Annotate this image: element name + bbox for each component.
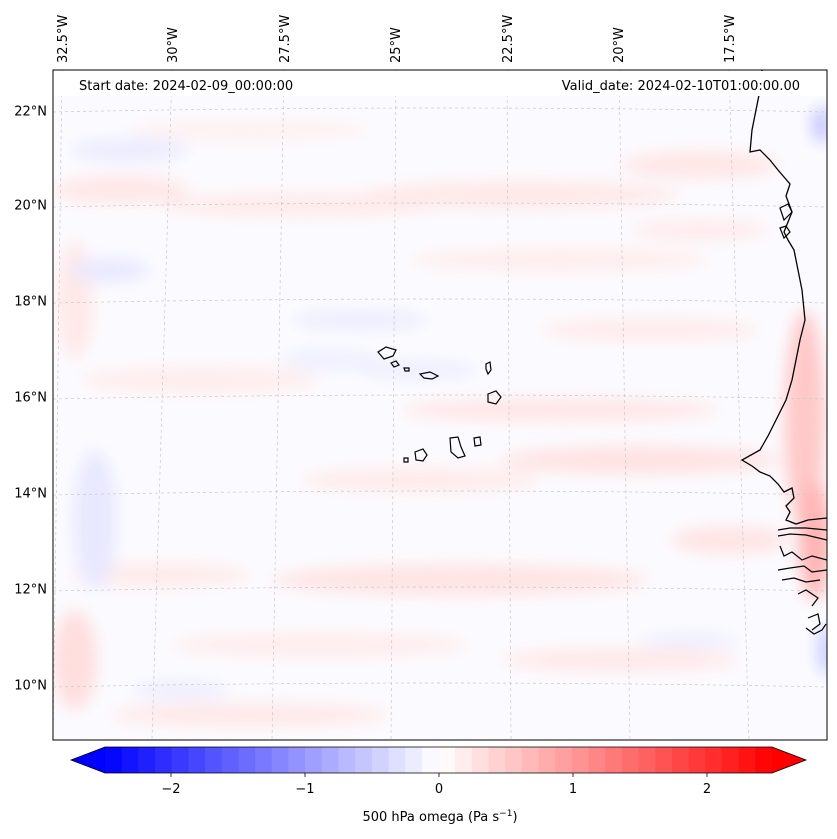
- lon-label-20w: 20°W: [612, 27, 627, 63]
- island-santiago: [449, 436, 466, 459]
- colorbar-segment: [121, 747, 139, 773]
- gambia-coastline: [777, 527, 827, 635]
- lat-label-16n: 16°N: [14, 391, 47, 406]
- colorbar-segment: [755, 747, 773, 773]
- colorbar-segment: [738, 747, 756, 773]
- colorbar-segment: [455, 747, 473, 773]
- colorbar-label: 500 hPa omega (Pa s−1): [362, 809, 517, 825]
- colorbar-segment: [555, 747, 573, 773]
- colorbar-segment: [171, 747, 189, 773]
- colorbar-segment: [521, 747, 540, 773]
- colorbar-outline: [69, 746, 808, 774]
- map-frame: [52, 69, 828, 741]
- colorbar-segment: [538, 747, 556, 773]
- colorbar-segment: [705, 747, 723, 773]
- colorbar-segment: [221, 747, 240, 773]
- valid-date-label: Valid_date: 2024-02-10T01:00:00.00: [562, 79, 800, 94]
- colorbar-segment: [621, 747, 640, 773]
- colorbar-segment: [588, 747, 606, 773]
- colorbar: −2 −1 0 1 2 500 hPa omega (Pa s−1): [69, 746, 808, 825]
- longitude-labels: 32.5°W 30°W 27.5°W 25°W 22.5°W 20°W 17.5…: [56, 15, 738, 63]
- colorbar-tick-neg2: −2: [161, 782, 180, 797]
- colorbar-segment: [288, 747, 306, 773]
- colorbar-segment: [405, 747, 423, 773]
- lon-label-32-5w: 32.5°W: [56, 15, 71, 63]
- colorbar-segment: [571, 747, 590, 773]
- colorbar-label-exponent: −1: [499, 809, 512, 819]
- lon-label-25w: 25°W: [389, 27, 404, 63]
- colorbar-tick-neg1: −1: [295, 782, 314, 797]
- colorbar-segment: [188, 747, 206, 773]
- colorbar-segment: [605, 747, 623, 773]
- colorbar-segment: [238, 747, 256, 773]
- colorbar-segment: [671, 747, 690, 773]
- island-fogo: [414, 448, 428, 462]
- colorbar-segment: [105, 747, 123, 773]
- colorbar-segment: [421, 747, 440, 773]
- island-sal: [485, 361, 492, 376]
- lat-label-20n: 20°N: [14, 199, 47, 214]
- lat-label-18n: 18°N: [14, 295, 47, 310]
- date-banner: [54, 71, 826, 96]
- colorbar-segment: [255, 747, 273, 773]
- colorbar-segment: [321, 747, 340, 773]
- lon-label-27-5w: 27.5°W: [278, 15, 293, 63]
- colorbar-segment: [305, 747, 323, 773]
- colorbar-segment: [138, 747, 156, 773]
- colorbar-ticks: [170, 773, 708, 777]
- lat-label-12n: 12°N: [14, 583, 47, 598]
- colorbar-segment: [338, 747, 356, 773]
- map-panel: [53, 70, 827, 740]
- lat-label-14n: 14°N: [14, 487, 47, 502]
- colorbar-tick-2: 2: [703, 782, 711, 797]
- colorbar-segment: [655, 747, 673, 773]
- cape-verde-islands: [377, 346, 502, 463]
- latitude-labels: 22°N 20°N 18°N 16°N 14°N 12°N 10°N: [14, 105, 47, 694]
- island-santa-luzia: [403, 367, 410, 372]
- colorbar-tick-1: 1: [569, 782, 577, 797]
- colorbar-segment: [688, 747, 706, 773]
- lon-label-22-5w: 22.5°W: [501, 15, 516, 63]
- colorbar-segment: [488, 747, 506, 773]
- lat-label-22n: 22°N: [14, 105, 47, 120]
- colorbar-segment: [371, 747, 390, 773]
- lon-label-17-5w: 17.5°W: [723, 15, 738, 63]
- colorbar-segment: [271, 747, 290, 773]
- colorbar-segment: [438, 747, 456, 773]
- island-santo-antao: [377, 346, 397, 360]
- island-sao-vicente: [390, 360, 400, 368]
- colorbar-tick-0: 0: [435, 782, 443, 797]
- colorbar-extend-min: [71, 747, 105, 773]
- colorbar-segment: [505, 747, 523, 773]
- start-date-label: Start date: 2024-02-09_00:00:00: [79, 79, 293, 94]
- colorbar-label-main: 500 hPa omega (Pa s: [362, 810, 499, 825]
- island-sao-nicolau: [418, 371, 440, 380]
- senegal-river-mouth: [779, 203, 793, 240]
- colorbar-segment: [155, 747, 173, 773]
- island-maio: [473, 436, 482, 447]
- colorbar-segment: [205, 747, 223, 773]
- colorbar-segment: [471, 747, 490, 773]
- colorbar-segment: [355, 747, 373, 773]
- lat-label-10n: 10°N: [14, 679, 47, 694]
- colorbar-segment: [721, 747, 740, 773]
- africa-coastline: [740, 70, 827, 525]
- colorbar-segment: [388, 747, 406, 773]
- island-boavista: [487, 390, 502, 405]
- gridlines: [53, 70, 827, 740]
- colorbar-segment: [638, 747, 656, 773]
- colorbar-label-close: ): [512, 810, 517, 825]
- island-brava: [403, 457, 409, 463]
- lon-label-30w: 30°W: [166, 27, 181, 63]
- colorbar-extend-max: [772, 747, 806, 773]
- omega-field: [53, 107, 827, 727]
- colorbar-segments: [71, 747, 806, 773]
